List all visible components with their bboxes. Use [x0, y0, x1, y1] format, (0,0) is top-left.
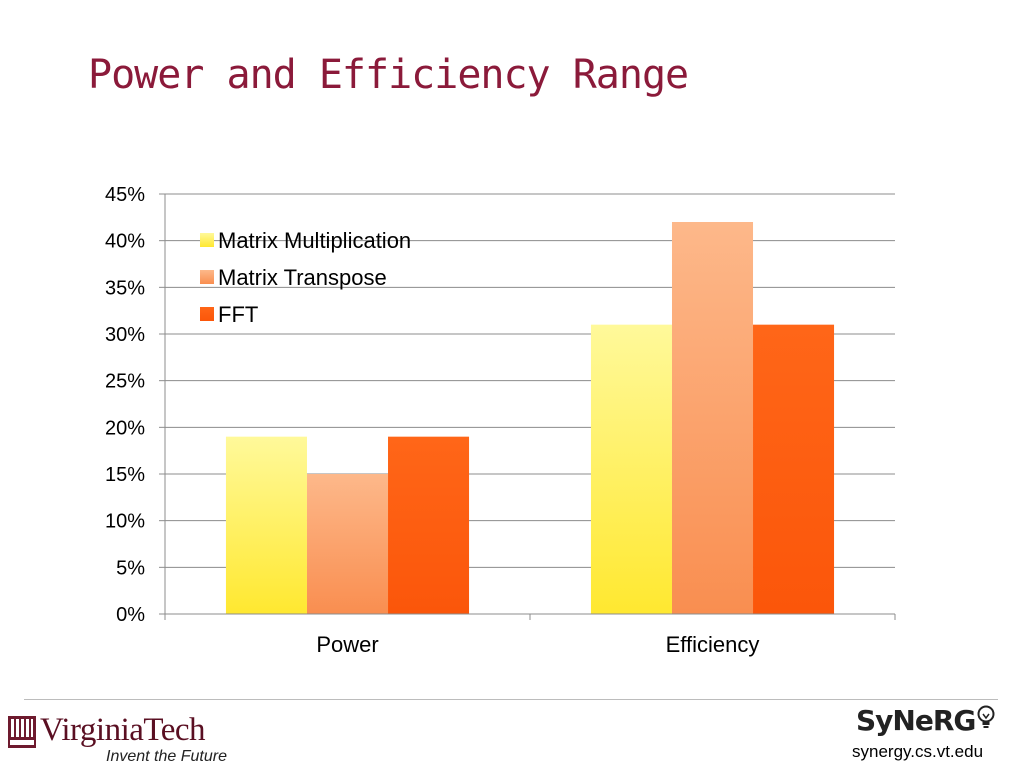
legend-label: Matrix Multiplication: [218, 228, 411, 253]
y-tick-label: 0%: [116, 604, 145, 626]
lightbulb-icon: [977, 705, 995, 728]
y-tick-label: 35%: [105, 277, 145, 299]
legend-swatch: [200, 270, 214, 284]
footer-divider: [24, 699, 998, 700]
legend-swatch: [200, 307, 214, 321]
x-category-label: Power: [316, 632, 378, 657]
bar-chart: 0% 5% 10% 15% 20% 25% 30% 35% 40% 45% Power Efficie…: [105, 184, 896, 657]
y-tick-label: 15%: [105, 464, 145, 486]
y-tick-label: 40%: [105, 231, 145, 253]
bar-efficiency-s2: [753, 324, 835, 614]
slide-title: Power and Efficiency Range: [88, 52, 689, 98]
y-tick-label: 30%: [105, 324, 145, 346]
legend-label: Matrix Transpose: [218, 265, 387, 290]
vt-shield-icon: [8, 716, 36, 748]
legend-label: FFT: [218, 302, 258, 327]
synerg-wordmark: SyNeRG: [856, 704, 976, 737]
bar-efficiency-s0: [590, 324, 672, 614]
legend-swatch: [200, 233, 214, 247]
y-tick-label: 45%: [105, 184, 145, 206]
vt-wordmark: VirginiaTech: [40, 712, 206, 748]
synerg-logo: SyNeRG: [856, 704, 995, 737]
synerg-url: synergy.cs.vt.edu: [852, 742, 984, 761]
bar-power-s1: [306, 474, 389, 614]
y-tick-label: 10%: [105, 511, 145, 533]
x-category-label: Efficiency: [666, 632, 760, 657]
vt-tagline: Invent the Future: [106, 748, 227, 765]
bar-power-s2: [388, 436, 470, 614]
y-tick-label: 5%: [116, 557, 145, 579]
y-tick-label: 25%: [105, 371, 145, 393]
bar-efficiency-s1: [671, 222, 754, 614]
y-tick-label: 20%: [105, 417, 145, 439]
bar-power-s0: [225, 436, 307, 614]
